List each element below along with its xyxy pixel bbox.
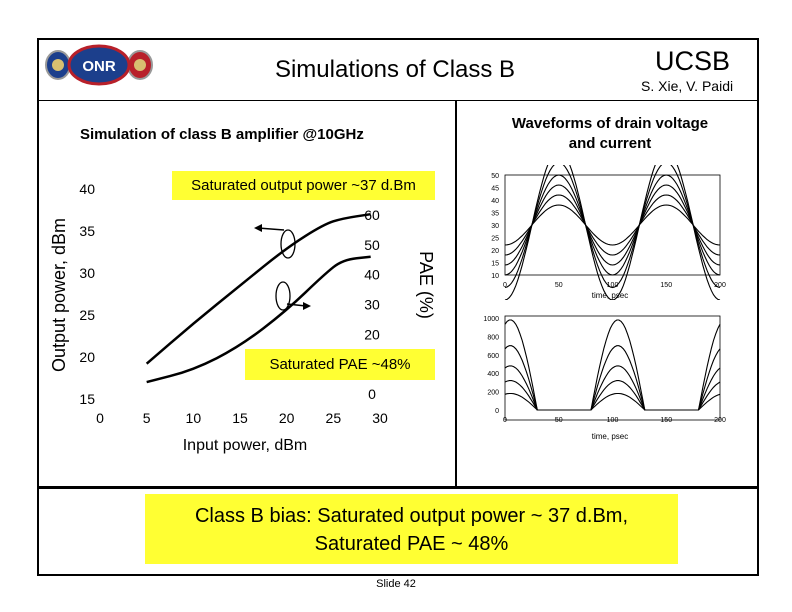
power-y-label: Output power, dBm — [49, 218, 69, 372]
saturated-pae-note: Saturated PAE ~48% — [245, 349, 435, 380]
x-tick-label: 10 — [186, 410, 202, 426]
summary-line1: Class B bias: Saturated output power ~ 3… — [194, 505, 629, 527]
y2-tick-label: 40 — [364, 267, 380, 283]
voltage-waveform-chart: 0 50 100 150 200 10 15 20 25 30 35 40 45 50 time, pse… — [491, 165, 726, 300]
y-tick-label: 0 — [495, 408, 499, 415]
y-tick-label: 15 — [79, 391, 95, 407]
authors: S. Xie, V. Paidi — [641, 78, 734, 94]
power-curve-marker — [280, 229, 296, 259]
pae-y-label: PAE (%) — [416, 251, 436, 319]
right-heading: Waveforms of drain voltage and current — [470, 114, 750, 154]
y-tick-label: 25 — [491, 236, 499, 243]
org-name: UCSB — [655, 46, 731, 76]
x-tick-label: 20 — [279, 410, 295, 426]
x-tick-label: 100 — [607, 282, 619, 289]
x-tick-label: 200 — [714, 417, 726, 424]
current-x-label: time, psec — [592, 432, 628, 441]
summary-box: Class B bias: Saturated output power ~ 3… — [145, 494, 678, 564]
y2-tick-label: 0 — [368, 386, 376, 402]
x-tick-label: 150 — [660, 417, 672, 424]
voltage-waveform-line — [504, 174, 721, 276]
voltage-x-label: time, psec — [592, 291, 628, 300]
y2-tick-label: 30 — [364, 297, 380, 313]
power-arrowhead — [254, 224, 262, 232]
x-tick-label: 100 — [607, 417, 619, 424]
y-tick-label: 20 — [491, 248, 499, 255]
power-arrow — [257, 227, 285, 231]
left-heading: Simulation of class B amplifier @10GHz — [80, 126, 364, 143]
y2-tick-label: 60 — [364, 207, 380, 223]
pae-arrow — [286, 303, 307, 307]
onr-logo: ONR — [45, 44, 153, 86]
x-tick-label: 150 — [660, 282, 672, 289]
voltage-waveform-line — [504, 165, 721, 289]
panel-divider — [455, 101, 457, 486]
right-heading-line2: and current — [568, 135, 652, 152]
current-waveform-chart: 0 50 100 150 200 0 200 400 600 800 1000 time, psec — [483, 315, 726, 441]
slide-title: Simulations of Class B — [274, 56, 516, 83]
x-tick-label: 50 — [555, 417, 563, 424]
y-tick-label: 35 — [491, 211, 499, 218]
y-tick-label: 35 — [79, 223, 95, 239]
x-tick-label: 30 — [372, 410, 388, 426]
y-tick-label: 40 — [79, 181, 95, 197]
x-tick-label: 50 — [555, 282, 563, 289]
y-tick-label: 30 — [491, 223, 499, 230]
voltage-waveform-line — [504, 194, 721, 256]
y-tick-label: 10 — [491, 273, 499, 280]
y-tick-label: 200 — [487, 390, 499, 397]
y-tick-label: 30 — [79, 265, 95, 281]
y-tick-label: 800 — [487, 334, 499, 341]
y-tick-label: 25 — [79, 307, 95, 323]
y-tick-label: 40 — [491, 198, 499, 205]
x-tick-label: 200 — [714, 282, 726, 289]
y2-tick-label: 20 — [364, 326, 380, 342]
saturated-power-note: Saturated output power ~37 d.Bm — [172, 171, 435, 200]
header-divider — [39, 100, 757, 101]
x-tick-label: 0 — [503, 282, 507, 289]
y-tick-label: 400 — [487, 371, 499, 378]
right-heading-line1: Waveforms of drain voltage — [511, 115, 709, 132]
pae-line — [146, 255, 371, 384]
output-power-line — [145, 212, 371, 365]
voltage-waveform-line — [504, 184, 721, 266]
pae-arrowhead — [303, 302, 311, 310]
y-tick-label: 20 — [79, 349, 95, 365]
pae-curve-marker — [275, 281, 291, 311]
logo-text: ONR — [82, 58, 116, 75]
x-tick-label: 15 — [232, 410, 248, 426]
y-tick-label: 15 — [491, 261, 499, 268]
y-tick-label: 600 — [487, 353, 499, 360]
content-divider — [39, 486, 757, 489]
y-tick-label: 45 — [491, 186, 499, 193]
power-x-label: Input power, dBm — [183, 437, 308, 454]
y-tick-label: 50 — [491, 173, 499, 180]
y-tick-label: 1000 — [483, 316, 499, 323]
slide-frame — [37, 38, 759, 576]
voltage-waveform-line — [504, 165, 721, 300]
x-tick-label: 0 — [96, 410, 104, 426]
x-tick-label: 0 — [503, 417, 507, 424]
slide-number: Slide 42 — [376, 578, 416, 590]
y2-tick-label: 50 — [364, 237, 380, 253]
current-waveform-line — [504, 319, 721, 411]
voltage-waveform-line — [504, 204, 721, 246]
power-chart: 0510152025301520253035400102030405060 In… — [49, 181, 436, 454]
x-tick-label: 25 — [326, 410, 342, 426]
x-tick-label: 5 — [143, 410, 151, 426]
summary-line2: Saturated PAE ~ 48% — [314, 533, 509, 555]
